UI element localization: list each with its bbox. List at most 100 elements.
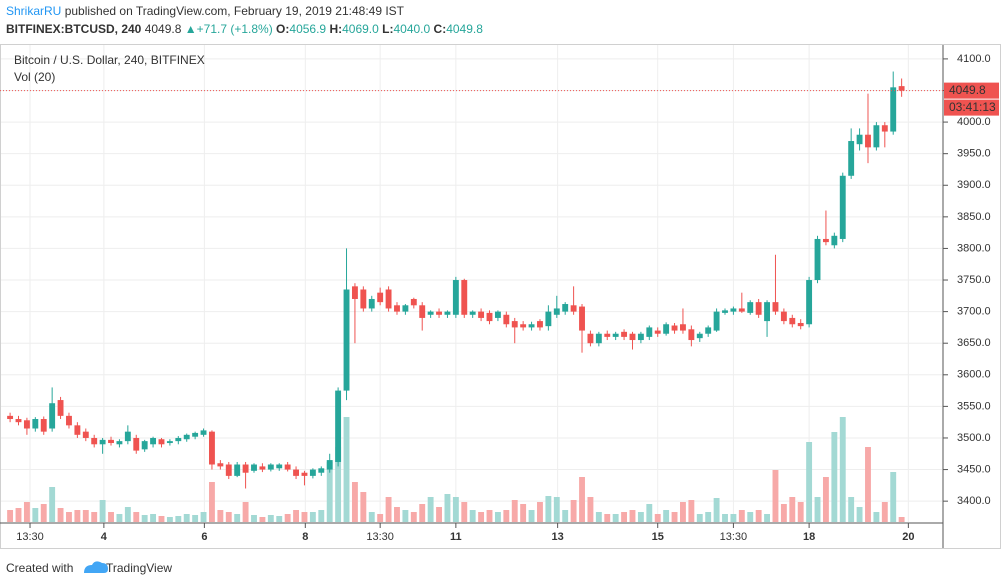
- candle-body: [49, 403, 56, 429]
- x-tick-label: 15: [652, 531, 664, 543]
- candle-body: [461, 280, 468, 315]
- volume-bar: [747, 512, 754, 522]
- volume-bar: [309, 512, 316, 522]
- last-price-box: [944, 82, 999, 99]
- candle-body: [646, 327, 653, 337]
- y-tick-label: 3450.0: [957, 463, 991, 475]
- volume-bar: [873, 512, 880, 522]
- candle-body: [604, 333, 611, 337]
- candle-body: [553, 308, 560, 315]
- volume-bar: [696, 514, 703, 522]
- last-price-label: 4049.8: [949, 83, 986, 97]
- quote-line: BITFINEX:BTCUSD, 240 4049.8 ▲+71.7 (+1.8…: [6, 22, 483, 36]
- volume-bar: [427, 497, 434, 522]
- candle-body: [217, 463, 224, 467]
- candle-body: [873, 125, 880, 148]
- candle-body: [680, 324, 686, 331]
- volume-bar: [410, 512, 417, 522]
- volume-bar: [351, 482, 358, 522]
- logo[interactable]: [84, 561, 108, 573]
- author[interactable]: ShrikarRU: [6, 4, 61, 18]
- candle-body: [579, 306, 585, 331]
- volume-bar: [116, 514, 123, 522]
- volume-bar: [831, 432, 838, 522]
- candle-body: [209, 431, 215, 465]
- candle-body: [595, 333, 602, 344]
- volume-bar: [166, 517, 173, 522]
- countdown: 03:41:13: [949, 100, 996, 114]
- volume-bar: [671, 512, 678, 522]
- candle-body: [57, 400, 64, 416]
- volume-bar: [335, 447, 342, 522]
- candle-body: [478, 311, 485, 318]
- volume-bar: [688, 500, 695, 522]
- volume-bar: [276, 516, 283, 522]
- candle-body: [629, 333, 636, 341]
- volume-bar: [301, 512, 308, 522]
- candle-body: [225, 464, 232, 476]
- y-tick-label: 4000.0: [957, 116, 991, 128]
- x-tick-label: 6: [201, 531, 207, 543]
- frame: [0, 44, 1001, 549]
- volume-bar: [604, 514, 611, 522]
- volume-bar: [595, 512, 602, 522]
- volume-bar: [57, 508, 64, 522]
- candle-body: [99, 439, 106, 445]
- candle-body: [452, 280, 459, 315]
- volume-bar: [360, 492, 367, 522]
- candle-body: [40, 419, 47, 432]
- volume-bar: [7, 510, 14, 522]
- candle-body: [351, 286, 358, 299]
- candle-body: [780, 311, 787, 322]
- candle-body: [32, 419, 39, 429]
- candle-body: [200, 430, 207, 435]
- c-label: C:: [434, 22, 447, 36]
- volume-bar: [797, 502, 804, 522]
- candle-body: [570, 305, 577, 312]
- candle-body: [848, 141, 855, 176]
- candle-body: [856, 134, 863, 145]
- o: 4056.9: [289, 22, 326, 36]
- candle-body: [234, 464, 241, 476]
- candle-body: [108, 439, 114, 444]
- volume-bar: [141, 515, 148, 522]
- candle-body: [503, 314, 510, 325]
- volume-bar: [730, 514, 737, 522]
- volume-bar: [469, 510, 476, 522]
- volume-bar: [318, 510, 325, 522]
- candle-body: [722, 310, 728, 313]
- candle-body: [436, 311, 442, 315]
- volume-bar: [654, 514, 661, 522]
- volume-bar: [890, 472, 897, 522]
- o-label: O:: [276, 22, 289, 36]
- volume-bar: [553, 497, 560, 522]
- volume-bar: [478, 512, 485, 522]
- volume-bar: [789, 497, 796, 522]
- h-label: H:: [329, 22, 342, 36]
- volume-bar: [621, 512, 628, 522]
- chart-title: Bitcoin / U.S. Dollar, 240, BITFINEX: [14, 53, 205, 67]
- candle-body: [23, 420, 30, 429]
- volume-bar: [66, 512, 72, 522]
- volume-bar: [32, 508, 39, 522]
- candle-body: [755, 302, 762, 315]
- volume-bar: [225, 512, 232, 522]
- candle-body: [394, 305, 400, 312]
- candle-body: [545, 311, 552, 327]
- volume-bar: [637, 512, 644, 522]
- volume-bar: [217, 510, 224, 522]
- candle-body: [511, 321, 518, 328]
- l-label: L:: [382, 22, 393, 36]
- volume-bar: [503, 510, 510, 522]
- volume-bar: [772, 470, 779, 522]
- y-tick-label: 3800.0: [957, 242, 991, 254]
- volume-bar: [293, 510, 300, 522]
- volume-bar: [99, 500, 106, 522]
- volume-bar: [612, 514, 619, 522]
- y-tick-label: 3700.0: [957, 306, 991, 318]
- volume-bar: [259, 517, 266, 522]
- footer-brand[interactable]: TradingView: [106, 561, 172, 575]
- candle-body: [66, 415, 72, 426]
